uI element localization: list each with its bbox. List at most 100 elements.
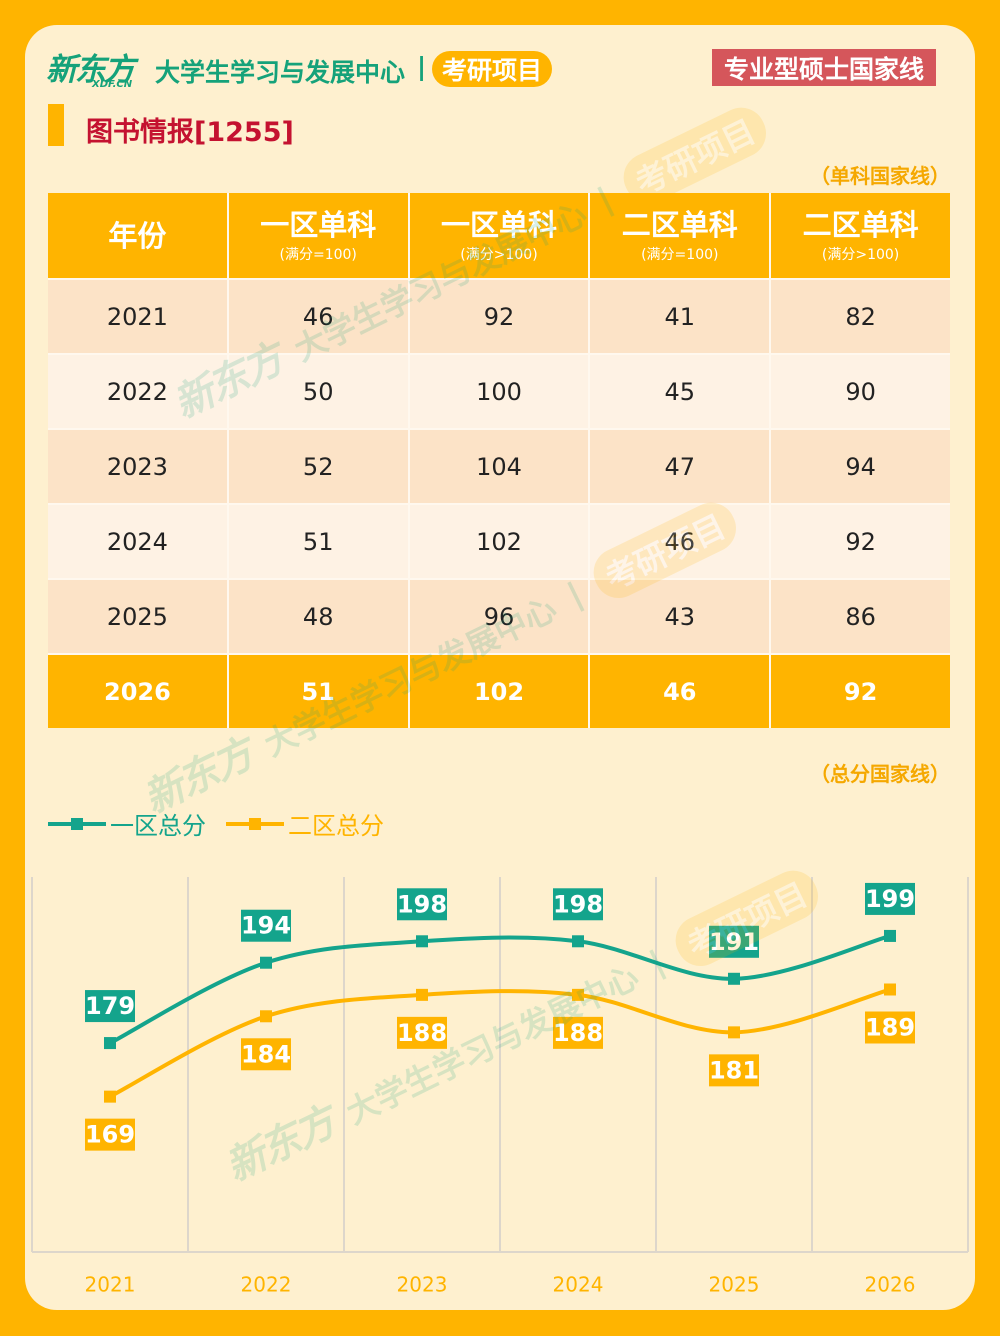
data-label-box [709, 1054, 759, 1087]
data-point [572, 988, 584, 1001]
table-cell: 51 [228, 505, 408, 578]
table-cell: 41 [590, 280, 770, 353]
table-caption: （单科国家线） [810, 164, 950, 188]
data-point [728, 1026, 740, 1039]
data-point [416, 988, 428, 1001]
data-label: 198 [397, 888, 447, 921]
data-point [104, 1090, 116, 1103]
table-cell: 82 [771, 280, 950, 353]
column-label: 二区单科 [621, 207, 738, 242]
x-tick-label: 2026 [865, 1273, 916, 1297]
header-separator: | [417, 52, 427, 81]
x-tick-label: 2022 [241, 1273, 292, 1297]
data-label-text: 189 [865, 1014, 915, 1042]
data-label: 191 [709, 925, 759, 958]
data-label-text: 199 [865, 885, 915, 913]
table-cell: 48 [228, 580, 408, 653]
table-cell-year: 2025 [48, 580, 227, 653]
table-cell: 46 [228, 280, 408, 353]
data-label-box [241, 1038, 291, 1071]
data-label-box [865, 1011, 915, 1044]
project-badge: 考研项目 [432, 51, 552, 87]
x-tick-label: 2021 [85, 1273, 136, 1297]
data-point [728, 972, 740, 985]
table-cell: 92 [771, 505, 950, 578]
data-label: 181 [709, 1054, 759, 1087]
table-cell: 102 [409, 505, 589, 578]
column-sublabel: (满分=100) [641, 246, 719, 263]
data-label-text: 188 [397, 1019, 447, 1047]
page-title-badge: 专业型硕士国家线 [712, 49, 936, 86]
table-cell: 43 [590, 580, 770, 653]
table-cell: 86 [771, 580, 950, 653]
x-tick-label: 2025 [709, 1273, 760, 1297]
data-label: 179 [85, 990, 135, 1023]
table-cell-year: 2023 [48, 430, 227, 503]
table-cell: 102 [409, 655, 589, 728]
table-cell: 47 [590, 430, 770, 503]
table-cell: 51 [228, 655, 408, 728]
table-header-cell: 一区单科 (满分>100) [409, 193, 589, 278]
column-sublabel: (满分>100) [821, 246, 900, 263]
table-cell: 100 [409, 355, 589, 428]
data-label-text: 194 [241, 912, 291, 940]
legend-line-icon [226, 817, 284, 830]
data-label-text: 169 [85, 1121, 135, 1149]
table-cell: 94 [771, 430, 950, 503]
table-cell: 52 [228, 430, 408, 503]
column-label: 二区单科 [802, 207, 919, 242]
column-label: 年份 [108, 218, 167, 253]
legend-marker-icon [71, 817, 83, 830]
data-label: 189 [865, 1011, 915, 1044]
legend-label: 一区总分 [110, 812, 206, 840]
data-label-box [85, 1118, 135, 1151]
data-label-box [553, 1016, 603, 1049]
x-tick-label: 2023 [397, 1273, 448, 1297]
legend-item: 一区总分 [48, 806, 206, 841]
table-header-cell: 年份 [48, 193, 227, 278]
table-header-cell: 一区单科 (满分=100) [228, 193, 408, 278]
table-cell: 92 [409, 280, 589, 353]
data-point [884, 983, 896, 996]
data-point [260, 956, 272, 969]
logo-text: 新东方 [46, 52, 135, 88]
chart-caption: （总分国家线） [810, 762, 950, 786]
data-label: 184 [241, 1038, 291, 1071]
table-cell: 50 [228, 355, 408, 428]
table-cell: 92 [771, 655, 950, 728]
data-point [572, 935, 584, 948]
data-label-text: 191 [709, 928, 759, 956]
data-label-box [553, 888, 603, 921]
column-label: 一区单科 [260, 207, 377, 242]
table-cell-year: 2026 [48, 655, 227, 728]
data-label: 194 [241, 909, 291, 942]
table-cell: 90 [771, 355, 950, 428]
legend-line-icon [48, 817, 106, 830]
data-point [260, 1010, 272, 1023]
center-name: 大学生学习与发展中心 [155, 58, 406, 87]
data-label-box [397, 1016, 447, 1049]
data-label-text: 198 [397, 890, 447, 918]
data-label-box [865, 882, 915, 915]
section-title: 图书情报[1255] [86, 117, 294, 148]
x-tick-label: 2024 [553, 1273, 604, 1297]
data-label-text: 179 [85, 992, 135, 1020]
table-header-cell: 二区单科 (满分>100) [771, 193, 950, 278]
data-point [104, 1037, 116, 1050]
table-cell: 46 [590, 505, 770, 578]
data-label-box [397, 888, 447, 921]
data-point [884, 929, 896, 942]
score-table: 年份 一区单科 (满分=100) 一区单科 (满分>100) 二区单科 (满分=… [48, 193, 950, 728]
section-accent-bar [48, 104, 64, 146]
data-label-text: 184 [241, 1040, 291, 1068]
column-sublabel: (满分>100) [460, 246, 538, 263]
data-label-box [85, 990, 135, 1023]
line-chart: 2021 2022 2023 2024 2025 2026 179 194 198 198 191 1… [31, 877, 969, 1297]
data-label: 199 [865, 882, 915, 915]
column-sublabel: (满分=100) [279, 246, 357, 263]
table-header-cell: 二区单科 (满分=100) [590, 193, 770, 278]
legend-marker-icon [249, 817, 261, 830]
data-label-text: 188 [553, 1019, 603, 1047]
data-label-text: 198 [553, 890, 603, 918]
data-label: 188 [397, 1016, 447, 1049]
